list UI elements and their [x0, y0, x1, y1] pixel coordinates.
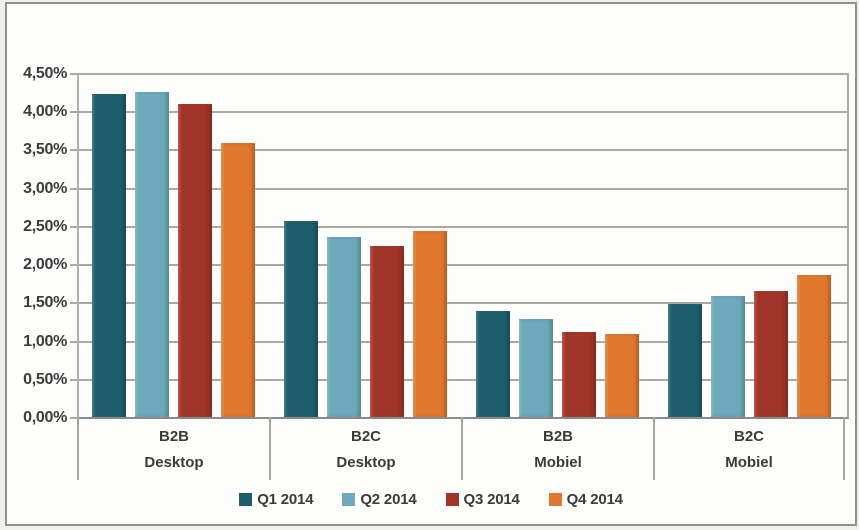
- y-axis-tick-label: 1,00%: [23, 332, 67, 350]
- y-axis-tick-mark: [70, 417, 77, 419]
- bar-q2-2014-b2c-desktop: [327, 237, 361, 417]
- gridline: [79, 225, 847, 228]
- bar-q2-2014-b2c-mobiel: [711, 295, 745, 417]
- channel-label: Mobiel: [725, 454, 773, 471]
- segment-label: B2B: [542, 428, 573, 445]
- legend-item-q1-2014: Q1 2014: [239, 491, 314, 508]
- channel-label: Desktop: [144, 454, 204, 471]
- bar-q3-2014-b2c-desktop: [370, 245, 404, 417]
- legend: Q1 2014 Q2 2014 Q3 2014 Q4 2014: [7, 491, 855, 508]
- channel-label: Mobiel: [534, 454, 582, 471]
- bar-q1-2014-b2c-desktop: [284, 221, 318, 417]
- category-cell-b2b-mobiel: B2B Mobiel: [461, 417, 653, 480]
- gridline: [79, 340, 847, 343]
- y-axis-tick-label: 0,50%: [23, 370, 67, 388]
- y-axis-tick-mark: [70, 378, 77, 381]
- category-cell-b2b-desktop: B2B Desktop: [77, 417, 269, 480]
- segment-label: B2C: [733, 428, 764, 445]
- gridline: [79, 302, 847, 305]
- bar-q4-2014-b2b-desktop: [221, 142, 255, 417]
- gridline: [79, 149, 847, 152]
- bar-q1-2014-b2b-desktop: [92, 93, 126, 417]
- bar-q2-2014-b2b-desktop: [135, 92, 169, 417]
- legend-item-q4-2014: Q4 2014: [548, 491, 623, 508]
- category-cell-b2c-desktop: B2C Desktop: [269, 417, 461, 480]
- bar-group-b2c-mobiel: [655, 73, 847, 417]
- y-axis-tick-mark: [70, 340, 77, 343]
- y-axis-tick-label: 3,00%: [23, 179, 67, 197]
- gridline: [79, 378, 847, 381]
- legend-swatch-icon: [342, 493, 356, 506]
- bar-group-b2b-desktop: [79, 73, 271, 417]
- y-axis-tick-label: 1,50%: [23, 294, 67, 312]
- bar-q4-2014-b2b-mobiel: [605, 333, 639, 417]
- bar-group-b2c-desktop: [271, 73, 463, 417]
- legend-label: Q3 2014: [463, 491, 520, 508]
- y-axis-labels: 4,50% 4,00% 3,50% 3,00% 2,50% 2,00% 1,50% 1,00%…: [11, 65, 67, 426]
- plot-area: [77, 73, 849, 419]
- gridline: [79, 187, 847, 190]
- legend-swatch-icon: [548, 493, 562, 506]
- bar-q3-2014-b2c-mobiel: [754, 290, 788, 417]
- legend-item-q3-2014: Q3 2014: [445, 491, 520, 508]
- bar-q1-2014-b2b-mobiel: [476, 310, 510, 417]
- y-axis-tick-mark: [70, 264, 77, 267]
- bar-q4-2014-b2c-desktop: [413, 231, 447, 417]
- legend-label: Q1 2014: [257, 491, 314, 508]
- gridline: [79, 111, 847, 114]
- y-axis-tick-label: 4,00%: [23, 103, 67, 121]
- gridline: [79, 73, 847, 75]
- legend-label: Q2 2014: [360, 491, 417, 508]
- legend-swatch-icon: [239, 493, 253, 506]
- y-axis-tick-mark: [70, 111, 77, 114]
- chart-frame: 4,50% 4,00% 3,50% 3,00% 2,50% 2,00% 1,50% 1,00%…: [5, 2, 857, 526]
- category-cell-b2c-mobiel: B2C Mobiel: [653, 417, 845, 480]
- category-axis: B2B Desktop B2C Desktop B2B Mobiel B2C Mobiel: [77, 417, 847, 480]
- y-axis-tick-mark: [70, 302, 77, 305]
- y-axis-tick-label: 4,50%: [23, 65, 67, 82]
- bar-q3-2014-b2b-desktop: [178, 104, 212, 417]
- bars-layer: [79, 73, 847, 417]
- segment-label: B2C: [350, 428, 381, 445]
- gridline: [79, 264, 847, 267]
- y-axis-tick-mark: [70, 149, 77, 152]
- y-axis-tick-label: 2,50%: [23, 217, 67, 235]
- y-axis-tick-mark: [70, 187, 77, 190]
- bar-q4-2014-b2c-mobiel: [797, 274, 831, 417]
- bar-q2-2014-b2b-mobiel: [519, 319, 553, 417]
- channel-label: Desktop: [336, 454, 396, 471]
- legend-item-q2-2014: Q2 2014: [342, 491, 417, 508]
- y-axis-tick-label: 3,50%: [23, 141, 67, 159]
- segment-label: B2B: [158, 428, 189, 445]
- y-axis-tick-label: 0,00%: [23, 409, 67, 426]
- legend-swatch-icon: [445, 493, 459, 506]
- legend-label: Q4 2014: [566, 491, 623, 508]
- bar-q1-2014-b2c-mobiel: [668, 303, 702, 417]
- y-axis-tick-mark: [70, 225, 77, 228]
- y-axis-tick-label: 2,00%: [23, 256, 67, 274]
- bar-group-b2b-mobiel: [463, 73, 655, 417]
- y-axis-tick-mark: [70, 73, 77, 75]
- bar-q3-2014-b2b-mobiel: [562, 332, 596, 417]
